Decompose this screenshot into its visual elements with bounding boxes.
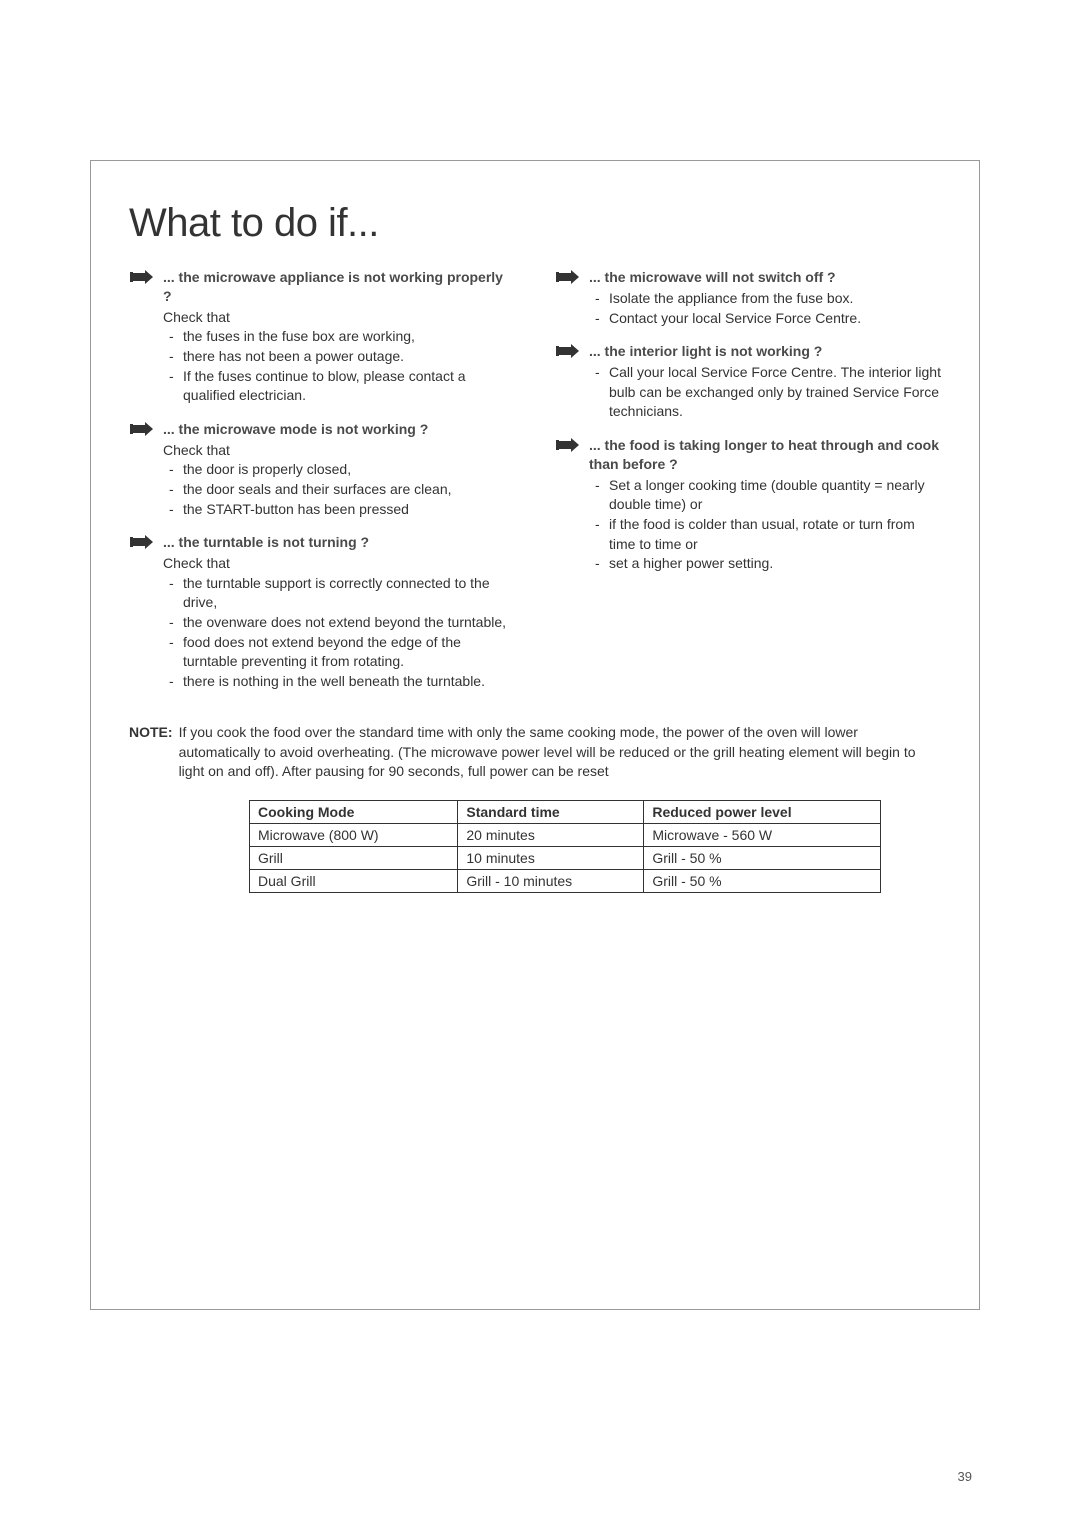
list-item: food does not extend beyond the edge of … — [163, 633, 515, 672]
page-title: What to do if... — [129, 201, 941, 246]
intro-text: Check that — [163, 308, 515, 328]
table-cell: Grill - 10 minutes — [458, 870, 644, 893]
intro-text: Check that — [163, 554, 515, 574]
table-wrapper: Cooking Mode Standard time Reduced power… — [129, 800, 941, 893]
list-item: the door is properly closed, — [163, 460, 515, 480]
section-heading: ... the interior light is not working ? — [589, 342, 822, 361]
note-text: If you cook the food over the standard t… — [179, 723, 941, 782]
list-item: Call your local Service Force Centre. Th… — [589, 363, 941, 422]
table-cell: Grill - 50 % — [644, 847, 881, 870]
hand-pointer-icon — [555, 437, 581, 455]
section-heading: ... the microwave will not switch off ? — [589, 268, 836, 287]
section-food-longer: ... the food is taking longer to heat th… — [555, 436, 941, 574]
list-item: Set a longer cooking time (double quanti… — [589, 476, 941, 515]
hand-pointer-icon — [129, 421, 155, 439]
power-table: Cooking Mode Standard time Reduced power… — [249, 800, 881, 893]
table-cell: Dual Grill — [250, 870, 458, 893]
page-number: 39 — [958, 1469, 972, 1484]
section-heading: ... the food is taking longer to heat th… — [589, 436, 941, 474]
table-row: Microwave (800 W) 20 minutes Microwave -… — [250, 824, 881, 847]
section-heading: ... the turntable is not turning ? — [163, 533, 369, 552]
item-list: the turntable support is correctly conne… — [163, 574, 515, 692]
section-not-working: ... the microwave appliance is not worki… — [129, 268, 515, 406]
list-item: the ovenware does not extend beyond the … — [163, 613, 515, 633]
list-item: there has not been a power outage. — [163, 347, 515, 367]
hand-pointer-icon — [555, 269, 581, 287]
section-interior-light: ... the interior light is not working ? … — [555, 342, 941, 422]
section-heading: ... the microwave appliance is not worki… — [163, 268, 515, 306]
table-cell: Microwave - 560 W — [644, 824, 881, 847]
hand-pointer-icon — [129, 269, 155, 287]
list-item: if the food is colder than usual, rotate… — [589, 515, 941, 554]
section-heading: ... the microwave mode is not working ? — [163, 420, 428, 439]
right-column: ... the microwave will not switch off ? … — [555, 268, 941, 705]
item-list: Call your local Service Force Centre. Th… — [589, 363, 941, 422]
list-item: the START-button has been pressed — [163, 500, 515, 520]
two-column-layout: ... the microwave appliance is not worki… — [129, 268, 941, 705]
list-item: set a higher power setting. — [589, 554, 941, 574]
list-item: the door seals and their surfaces are cl… — [163, 480, 515, 500]
table-cell: 10 minutes — [458, 847, 644, 870]
intro-text: Check that — [163, 441, 515, 461]
item-list: the door is properly closed, the door se… — [163, 460, 515, 519]
content-frame: What to do if... ... the microwave appli… — [90, 160, 980, 1310]
table-header: Cooking Mode — [250, 801, 458, 824]
left-column: ... the microwave appliance is not worki… — [129, 268, 515, 705]
item-list: Isolate the appliance from the fuse box.… — [589, 289, 941, 328]
table-cell: Microwave (800 W) — [250, 824, 458, 847]
hand-pointer-icon — [555, 343, 581, 361]
hand-pointer-icon — [129, 534, 155, 552]
table-header-row: Cooking Mode Standard time Reduced power… — [250, 801, 881, 824]
table-row: Grill 10 minutes Grill - 50 % — [250, 847, 881, 870]
list-item: If the fuses continue to blow, please co… — [163, 367, 515, 406]
item-list: the fuses in the fuse box are working, t… — [163, 327, 515, 405]
list-item: the turntable support is correctly conne… — [163, 574, 515, 613]
note-block: NOTE: If you cook the food over the stan… — [129, 723, 941, 782]
section-turntable: ... the turntable is not turning ? Check… — [129, 533, 515, 691]
section-mode-not-working: ... the microwave mode is not working ? … — [129, 420, 515, 519]
list-item: Isolate the appliance from the fuse box. — [589, 289, 941, 309]
note-label: NOTE: — [129, 723, 173, 782]
table-header: Standard time — [458, 801, 644, 824]
list-item: the fuses in the fuse box are working, — [163, 327, 515, 347]
table-cell: 20 minutes — [458, 824, 644, 847]
table-row: Dual Grill Grill - 10 minutes Grill - 50… — [250, 870, 881, 893]
section-not-switch-off: ... the microwave will not switch off ? … — [555, 268, 941, 328]
list-item: Contact your local Service Force Centre. — [589, 309, 941, 329]
table-cell: Grill - 50 % — [644, 870, 881, 893]
item-list: Set a longer cooking time (double quanti… — [589, 476, 941, 574]
table-cell: Grill — [250, 847, 458, 870]
table-header: Reduced power level — [644, 801, 881, 824]
list-item: there is nothing in the well beneath the… — [163, 672, 515, 692]
